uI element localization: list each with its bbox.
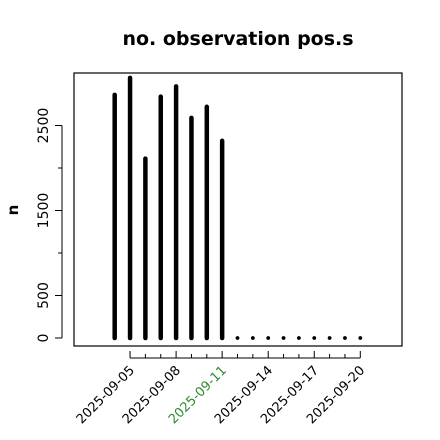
bar-zero-point	[297, 336, 301, 340]
bar-zero-point	[235, 336, 240, 340]
bar-zero-point	[358, 336, 363, 340]
y-axis-label: n	[4, 205, 22, 216]
chart-title: no. observation pos.s	[122, 28, 353, 50]
bar-zero-point	[327, 336, 332, 340]
y-axis: 0 500 1500 2500	[36, 108, 63, 343]
bar-zero-point	[281, 336, 286, 340]
y-tick-label: 1500	[36, 193, 52, 229]
x-axis: 2025-09-052025-09-082025-09-112025-09-14…	[74, 351, 368, 427]
bar-zero-point	[250, 336, 255, 340]
bar-zero-point	[312, 336, 317, 340]
bar-zero-point	[343, 336, 347, 340]
y-tick-label: 2500	[36, 108, 52, 144]
y-tick-label: 0	[36, 334, 52, 343]
bar-zero-point	[266, 336, 271, 340]
y-tick-label: 500	[36, 282, 52, 309]
bars-layer	[112, 75, 363, 341]
plot-frame	[73, 72, 403, 347]
